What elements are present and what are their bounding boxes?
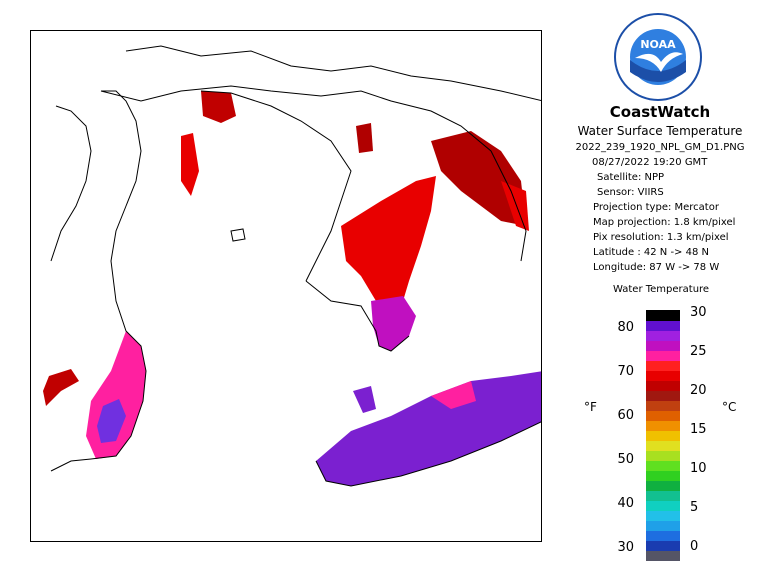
lake-erie-pink xyxy=(431,381,476,409)
lake-st-clair-sst xyxy=(353,386,376,413)
colorbar-swatch xyxy=(646,310,680,321)
product-pix-resolution: Pix resolution: 1.3 km/pixel xyxy=(593,232,729,243)
map-svg xyxy=(43,45,541,487)
product-latitude: Latitude : 42 N -> 48 N xyxy=(593,247,709,258)
fahrenheit-tick-label: 70 xyxy=(617,364,634,379)
lake-erie-sst xyxy=(316,371,541,486)
colorbar-swatch xyxy=(646,400,680,411)
colorbar-swatch xyxy=(646,350,680,361)
product-projection-type: Projection type: Mercator xyxy=(593,202,719,213)
svg-text:NOAA: NOAA xyxy=(640,38,676,51)
lake-michigan-warm-core xyxy=(97,399,126,443)
celsius-tick-label: 10 xyxy=(690,461,707,476)
lake-huron-south-sst xyxy=(371,296,416,351)
celsius-tick-label: 15 xyxy=(690,422,707,437)
lake-huron-north-sst xyxy=(341,176,436,311)
fahrenheit-tick-label: 50 xyxy=(617,452,634,467)
colorbar-swatch xyxy=(646,520,680,531)
celsius-tick-label: 0 xyxy=(690,539,699,554)
celsius-tick-label: 5 xyxy=(690,500,699,515)
colorbar-swatch xyxy=(646,330,680,341)
temperature-colorbar xyxy=(646,310,680,561)
colorbar-swatch xyxy=(646,440,680,451)
sst-map xyxy=(30,30,542,542)
colorbar-swatch xyxy=(646,420,680,431)
celsius-tick-label: 30 xyxy=(690,305,707,320)
colorbar-swatch xyxy=(646,480,680,491)
product-subtitle: Water Surface Temperature xyxy=(577,124,743,138)
colorbar-swatch xyxy=(646,460,680,471)
small-bay-sst xyxy=(356,123,373,153)
fahrenheit-tick-label: 30 xyxy=(617,540,634,555)
product-sensor: Sensor: VIIRS xyxy=(597,187,664,198)
fahrenheit-tick-label: 40 xyxy=(617,496,634,511)
colorbar-swatch xyxy=(646,340,680,351)
colorbar-swatch xyxy=(646,530,680,541)
legend-unit-fahrenheit: °F xyxy=(584,400,597,414)
colorbar-swatch xyxy=(646,490,680,501)
product-map-projection: Map projection: 1.8 km/pixel xyxy=(593,217,736,228)
product-title: CoastWatch xyxy=(609,103,711,121)
noaa-seal-icon: NOAA xyxy=(614,13,702,101)
product-filename: 2022_239_1920_NPL_GM_D1.PNG xyxy=(575,142,745,153)
colorbar-swatch xyxy=(646,390,680,401)
north-channel-sst xyxy=(201,91,236,123)
colorbar-swatch xyxy=(646,430,680,441)
colorbar-swatch xyxy=(646,360,680,371)
product-satellite: Satellite: NPP xyxy=(597,172,665,183)
legend-title: Water Temperature xyxy=(613,284,710,295)
colorbar-swatch xyxy=(646,470,680,481)
lake-michigan-west-strip xyxy=(43,369,79,406)
fahrenheit-tick-label: 60 xyxy=(617,408,634,423)
colorbar-swatch xyxy=(646,540,680,551)
colorbar-swatch xyxy=(646,320,680,331)
colorbar-swatch xyxy=(646,380,680,391)
product-datetime: 08/27/2022 19:20 GMT xyxy=(592,157,708,168)
straits-sst xyxy=(181,133,199,196)
fahrenheit-tick-label: 80 xyxy=(617,320,634,335)
colorbar-swatch xyxy=(646,550,680,561)
legend-unit-celsius: °C xyxy=(722,400,737,414)
celsius-tick-label: 25 xyxy=(690,344,707,359)
coastlines xyxy=(50,45,541,487)
colorbar-swatch xyxy=(646,500,680,511)
celsius-tick-label: 20 xyxy=(690,383,707,398)
noaa-logo: NOAA xyxy=(613,12,703,102)
colorbar-swatch xyxy=(646,370,680,381)
georgian-bay-east-sst xyxy=(501,181,529,231)
product-longitude: Longitude: 87 W -> 78 W xyxy=(593,262,720,273)
colorbar-swatch xyxy=(646,450,680,461)
colorbar-swatch xyxy=(646,510,680,521)
georgian-bay-sst xyxy=(431,131,526,226)
colorbar-swatch xyxy=(646,410,680,421)
